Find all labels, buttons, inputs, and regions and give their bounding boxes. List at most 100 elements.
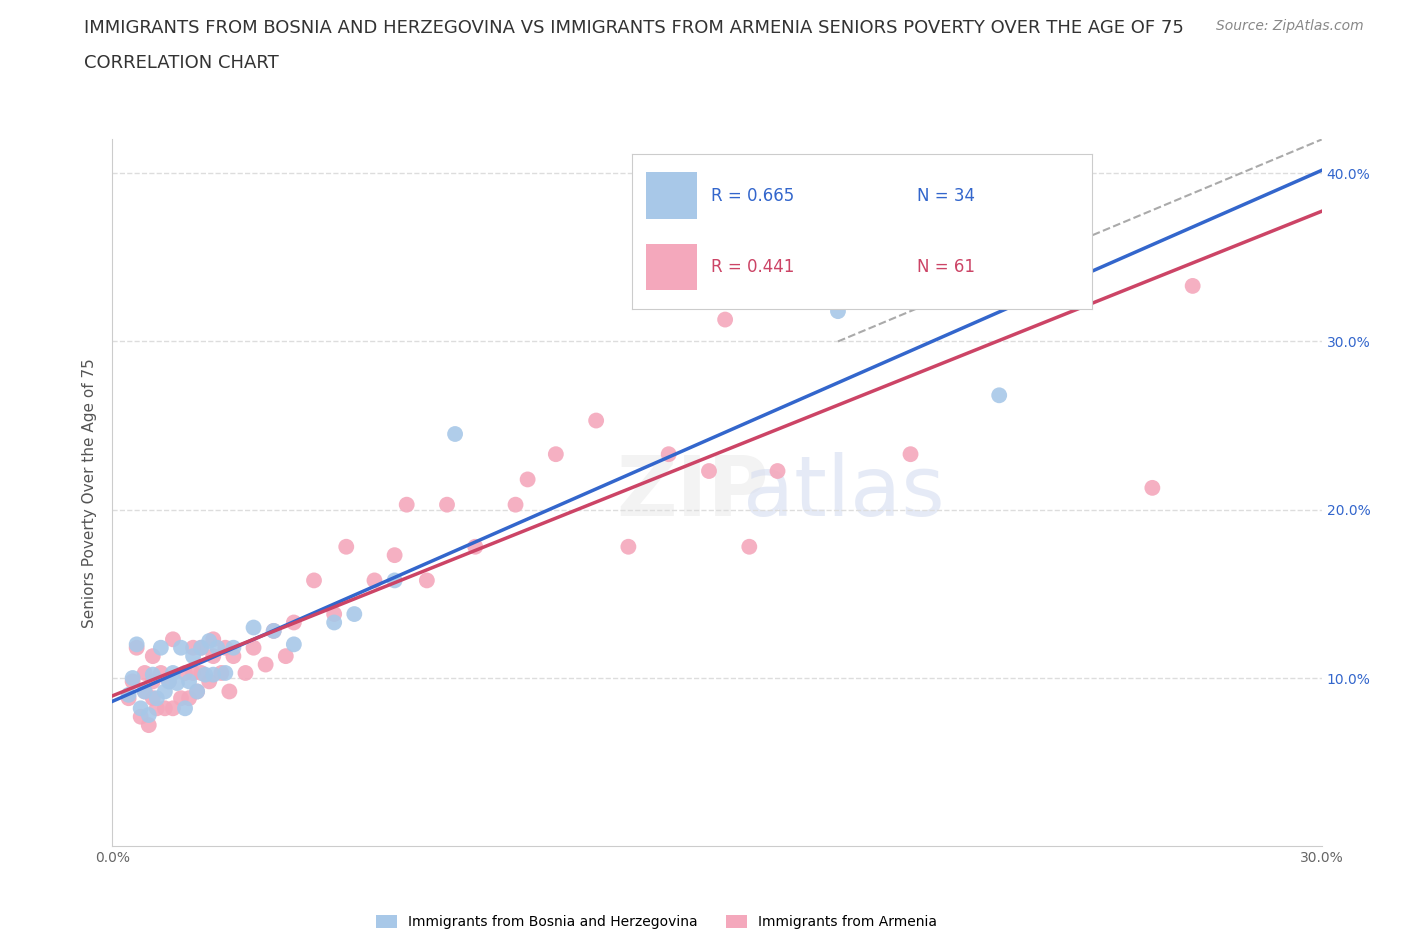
Point (1142, 481, 1164, 496)
Text: Source: ZipAtlas.com: Source: ZipAtlas.com (1216, 19, 1364, 33)
Point (464, 539, 486, 554)
Point (157, 674, 180, 689)
Point (714, 312, 737, 327)
Point (198, 633, 221, 648)
Point (153, 684, 176, 699)
Point (214, 640, 236, 655)
Text: CORRELATION CHART: CORRELATION CHART (84, 54, 280, 72)
Point (218, 684, 240, 699)
Point (585, 413, 607, 428)
Point (129, 701, 152, 716)
Point (242, 640, 264, 655)
Point (138, 708, 160, 723)
Point (138, 718, 160, 733)
Text: ZIP: ZIP (617, 452, 769, 534)
Point (202, 667, 225, 682)
Point (149, 666, 172, 681)
Point (323, 606, 346, 621)
Point (343, 606, 366, 621)
Point (416, 573, 439, 588)
Point (117, 687, 139, 702)
Point (134, 684, 156, 699)
Point (658, 446, 681, 461)
Point (174, 701, 197, 716)
Point (363, 573, 385, 588)
Point (1181, 278, 1204, 293)
Point (444, 427, 467, 442)
Point (544, 446, 567, 461)
Point (134, 666, 156, 681)
Point (146, 701, 169, 716)
Point (177, 691, 200, 706)
Point (283, 615, 305, 630)
Point (121, 671, 143, 685)
Point (436, 498, 458, 512)
Point (323, 615, 346, 630)
Point (697, 463, 720, 478)
Point (263, 623, 285, 638)
Point (162, 701, 184, 716)
Point (617, 539, 640, 554)
Point (516, 472, 538, 487)
Point (222, 640, 245, 655)
Point (384, 573, 406, 588)
Point (214, 666, 236, 681)
Point (827, 304, 849, 319)
Point (505, 498, 527, 512)
Point (170, 640, 193, 655)
Point (283, 637, 305, 652)
Point (254, 658, 277, 672)
Point (157, 674, 180, 689)
Point (142, 649, 165, 664)
Point (181, 640, 204, 655)
Point (149, 640, 172, 655)
Point (153, 701, 176, 716)
Point (222, 649, 245, 664)
Point (121, 674, 143, 689)
Point (166, 675, 188, 690)
Text: atlas: atlas (744, 452, 945, 534)
Point (181, 666, 204, 681)
Point (142, 667, 165, 682)
Point (207, 640, 229, 655)
Point (190, 666, 212, 681)
Text: IMMIGRANTS FROM BOSNIA AND HERZEGOVINA VS IMMIGRANTS FROM ARMENIA SENIORS POVERT: IMMIGRANTS FROM BOSNIA AND HERZEGOVINA V… (84, 19, 1184, 36)
Point (900, 446, 922, 461)
Point (134, 684, 156, 699)
Point (177, 674, 200, 689)
Point (190, 640, 212, 655)
Point (384, 548, 406, 563)
Point (209, 666, 232, 681)
Point (162, 666, 184, 681)
Point (162, 631, 184, 646)
Point (146, 691, 169, 706)
Point (738, 539, 761, 554)
Point (198, 674, 221, 689)
Point (174, 666, 197, 681)
Point (948, 245, 970, 259)
Point (202, 649, 225, 664)
Point (181, 649, 204, 664)
Point (186, 684, 208, 699)
Point (395, 498, 418, 512)
Point (129, 710, 152, 724)
Point (190, 640, 212, 655)
Point (170, 691, 193, 706)
Point (202, 631, 225, 646)
Point (242, 620, 264, 635)
Point (125, 637, 148, 652)
Point (794, 228, 817, 243)
Point (235, 666, 257, 681)
Point (142, 691, 165, 706)
Point (117, 691, 139, 706)
Point (186, 684, 208, 699)
Point (142, 674, 165, 689)
Point (766, 463, 789, 478)
Y-axis label: Seniors Poverty Over the Age of 75: Seniors Poverty Over the Age of 75 (82, 358, 97, 628)
Point (274, 649, 297, 664)
Point (988, 388, 1011, 403)
Point (263, 623, 285, 638)
Point (194, 667, 217, 682)
Point (125, 640, 148, 655)
Point (302, 573, 325, 588)
